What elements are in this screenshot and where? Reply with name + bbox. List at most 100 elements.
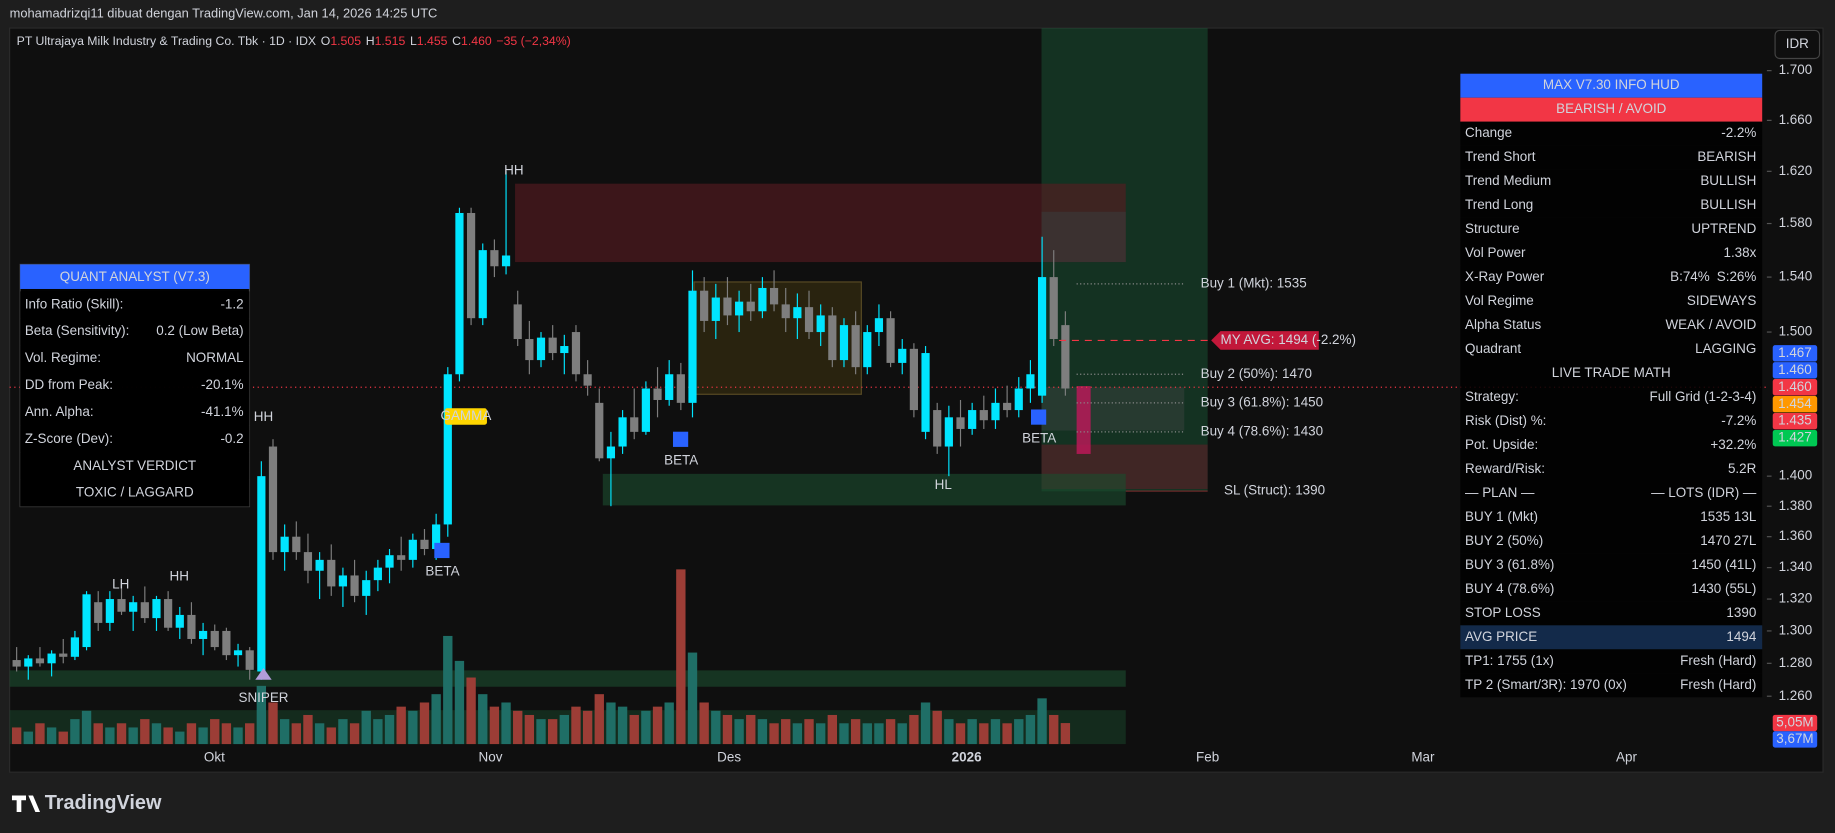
volume-bar (711, 710, 721, 745)
table-label: Ann. Alpha: (25, 404, 94, 419)
volume-bar (769, 723, 779, 745)
table-row (1460, 433, 1763, 458)
volume-bar (151, 723, 162, 745)
candle-body (711, 297, 720, 321)
table-row (1460, 361, 1763, 386)
marker-label: LH (112, 577, 129, 592)
volume-bar (897, 723, 907, 745)
y-tick-label: 1.400 (1779, 468, 1813, 483)
price-badge-label: 1.460 (1778, 379, 1812, 394)
y-tick-label: 1.380 (1779, 498, 1813, 513)
table-value: WEAK / AVOID (1665, 317, 1756, 332)
candle-body (769, 287, 779, 305)
table-row (1460, 529, 1763, 554)
candle-body (362, 580, 371, 596)
volume-bar (303, 714, 313, 745)
table-value: -0.2 (220, 431, 243, 446)
volume-bar (198, 727, 208, 745)
candle-body (187, 614, 196, 639)
table-label: TP 2 (Smart/3R): 1970 (0x) (1465, 677, 1627, 692)
volume-bar (792, 723, 803, 745)
volume-bar (617, 706, 628, 745)
marker-square (672, 431, 689, 447)
price-badge (1772, 412, 1818, 430)
table-value: Fresh (Hard) (1680, 653, 1756, 668)
volume-bar (431, 694, 441, 745)
volume-badge-label: 3,67M (1776, 731, 1813, 746)
logo-text: TradingView (45, 792, 162, 814)
candle-body (327, 559, 336, 587)
table-label: Vol. Regime: (25, 350, 101, 365)
volume-bar (384, 714, 395, 745)
table-row (1460, 625, 1763, 650)
volume-bar (582, 710, 593, 745)
volume-bar (1060, 723, 1071, 745)
table-label: BUY 3 (61.8%) (1465, 557, 1554, 572)
y-tick-label: 1.340 (1779, 559, 1813, 574)
legend-value: 1.460 (461, 34, 492, 48)
legend-key: L (410, 34, 417, 48)
volume-bar (489, 706, 500, 745)
currency-button[interactable] (1774, 29, 1821, 60)
volume-bar (478, 694, 488, 745)
candle-body (641, 388, 650, 432)
table-label: BUY 2 (50%) (1465, 533, 1543, 548)
candle-body (1049, 277, 1058, 340)
avg-badge (1211, 331, 1319, 350)
volume-bar (1049, 714, 1059, 745)
x-tick-label: Okt (204, 750, 225, 765)
logo-icon (11, 795, 41, 812)
table-label: AVG PRICE (1465, 629, 1537, 644)
candle-body (909, 348, 918, 411)
volume-badge (1772, 714, 1818, 732)
volume-bar (547, 719, 558, 745)
table-label: BUY 1 (Mkt) (1465, 509, 1538, 524)
price-badge (1772, 429, 1818, 447)
candle-body (432, 524, 441, 550)
volume-bar (11, 727, 22, 745)
price-badge-label: 1.467 (1778, 345, 1812, 360)
candle-body (292, 536, 301, 553)
table-row (1460, 409, 1763, 434)
table-row (1460, 145, 1763, 170)
volume-bar (338, 719, 348, 745)
y-tick-label: 1.660 (1779, 112, 1813, 127)
candle-body (222, 630, 231, 656)
volume-bar (815, 723, 826, 745)
volume-bar (664, 702, 674, 745)
legend-key: H (366, 34, 375, 48)
legend: PT Ultrajaya Milk Industry & Trading Co.… (17, 34, 571, 48)
candle-body (676, 374, 685, 403)
table-row (1460, 481, 1763, 506)
candle-body (373, 567, 382, 581)
volume-bar (757, 719, 768, 745)
candle-body (944, 417, 953, 447)
candle-body (35, 658, 45, 664)
table-row (20, 291, 250, 319)
volume-bar (606, 702, 616, 745)
volume-bar (990, 719, 1001, 745)
candle-body (385, 555, 394, 568)
legend-key: C (452, 34, 461, 48)
volume-bar (804, 719, 814, 745)
caption: mohamadrizqi11 dibuat dengan TradingView… (10, 5, 438, 20)
candle-body (851, 325, 860, 368)
candle-body (233, 650, 243, 656)
legend-value: 1.455 (417, 34, 448, 48)
candle-body (571, 332, 581, 375)
table-value: — LOTS (IDR) — (1651, 485, 1757, 500)
candle-body (979, 410, 988, 421)
candle-body (59, 653, 68, 657)
table-row (20, 425, 250, 453)
table-row (20, 479, 250, 507)
volume-bar (291, 723, 301, 745)
table-value: 1390 (1726, 605, 1756, 620)
marker-label: BETA (1022, 430, 1056, 445)
volume-bar (955, 723, 966, 745)
marker-square (434, 542, 450, 559)
table-row (20, 318, 250, 346)
price-badge-label: 1.454 (1778, 396, 1812, 411)
volume-bar (466, 677, 476, 745)
y-tick-label: 1.320 (1779, 591, 1813, 606)
candle-body (105, 599, 114, 623)
